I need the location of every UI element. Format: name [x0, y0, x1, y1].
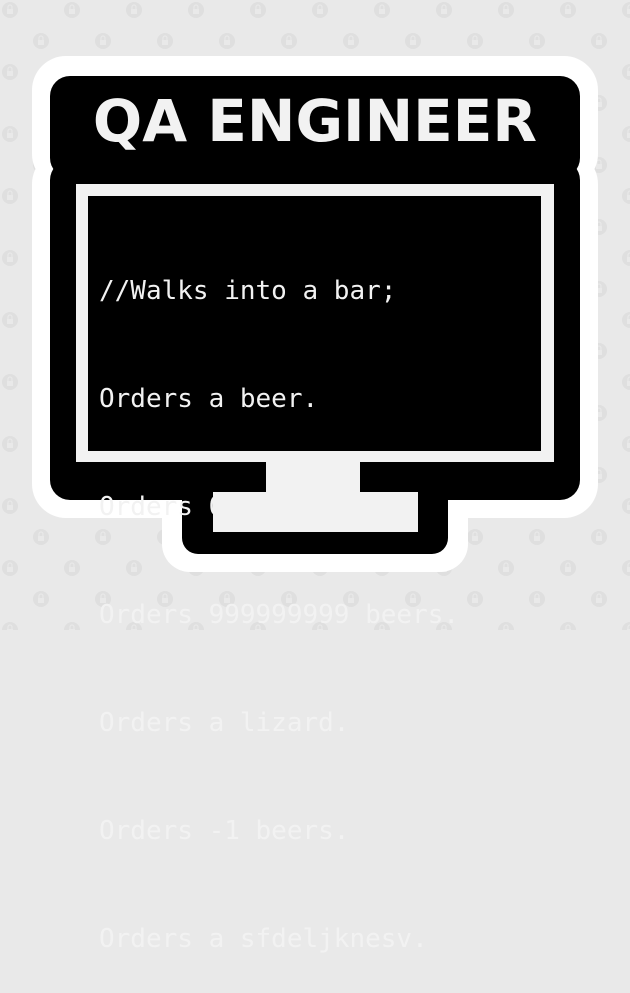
monitor-base — [213, 492, 418, 532]
code-line: //Walks into a bar; — [99, 276, 397, 306]
computer-monitor-icon — [76, 184, 554, 532]
code-line: Orders 0 beers. — [99, 492, 334, 522]
code-line: Orders a sfdeljknesv. — [99, 924, 428, 954]
sticker — [32, 56, 598, 572]
code-line: Orders a lizard. — [99, 708, 350, 738]
code-line: Orders 999999999 beers. — [99, 600, 460, 630]
page-title: QA ENGINEER — [92, 87, 538, 155]
monitor-neck — [266, 462, 360, 492]
monitor-screen — [88, 196, 541, 451]
code-line: Orders a beer. — [99, 384, 319, 414]
code-line: Orders -1 beers. — [99, 816, 350, 846]
code-block: //Walks into a bar; Orders a beer. Order… — [99, 201, 539, 993]
